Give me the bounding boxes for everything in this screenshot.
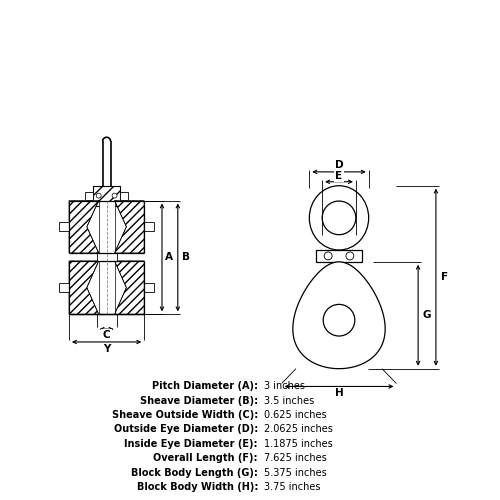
- Text: E: E: [336, 171, 342, 181]
- Text: Block Body Width (H):: Block Body Width (H):: [136, 482, 258, 492]
- Circle shape: [324, 252, 332, 260]
- Text: A: A: [165, 252, 173, 262]
- Polygon shape: [69, 200, 98, 253]
- Bar: [93, 186, 120, 206]
- Text: 3.75 inches: 3.75 inches: [264, 482, 320, 492]
- Bar: [120, 192, 128, 200]
- Text: Y: Y: [103, 344, 110, 354]
- Text: F: F: [441, 272, 448, 282]
- Text: 3 inches: 3 inches: [264, 382, 305, 392]
- Text: 2.0625 inches: 2.0625 inches: [264, 424, 332, 434]
- Text: Overall Length (F):: Overall Length (F):: [154, 453, 258, 463]
- Polygon shape: [114, 261, 144, 314]
- Bar: [96, 253, 116, 261]
- Circle shape: [112, 193, 117, 198]
- Text: 1.1875 inches: 1.1875 inches: [264, 439, 332, 449]
- Text: 3.5 inches: 3.5 inches: [264, 396, 314, 406]
- Bar: [85, 192, 93, 200]
- Bar: [316, 250, 362, 262]
- Text: Inside Eye Diameter (E):: Inside Eye Diameter (E):: [124, 439, 258, 449]
- Bar: [98, 200, 114, 253]
- Circle shape: [96, 193, 101, 198]
- Text: Block Body Length (G):: Block Body Length (G):: [131, 468, 258, 477]
- Bar: [59, 222, 69, 231]
- Polygon shape: [69, 261, 98, 314]
- Bar: [98, 261, 114, 314]
- Text: C: C: [103, 330, 110, 340]
- Ellipse shape: [310, 186, 368, 250]
- Text: B: B: [182, 252, 190, 262]
- Text: Sheave Diameter (B):: Sheave Diameter (B):: [140, 396, 258, 406]
- Text: D: D: [334, 160, 344, 170]
- Text: 0.625 inches: 0.625 inches: [264, 410, 326, 420]
- Bar: [144, 222, 154, 231]
- Text: 5.375 inches: 5.375 inches: [264, 468, 326, 477]
- Text: Pitch Diameter (A):: Pitch Diameter (A):: [152, 382, 258, 392]
- Bar: [59, 283, 69, 292]
- Circle shape: [346, 252, 354, 260]
- Text: G: G: [423, 310, 432, 320]
- Bar: [144, 283, 154, 292]
- Polygon shape: [293, 262, 385, 368]
- Text: H: H: [334, 388, 344, 398]
- Polygon shape: [114, 200, 144, 253]
- Ellipse shape: [322, 201, 356, 234]
- Text: Outside Eye Diameter (D):: Outside Eye Diameter (D):: [114, 424, 258, 434]
- Circle shape: [323, 304, 355, 336]
- Text: 7.625 inches: 7.625 inches: [264, 453, 326, 463]
- Text: Sheave Outside Width (C):: Sheave Outside Width (C):: [112, 410, 258, 420]
